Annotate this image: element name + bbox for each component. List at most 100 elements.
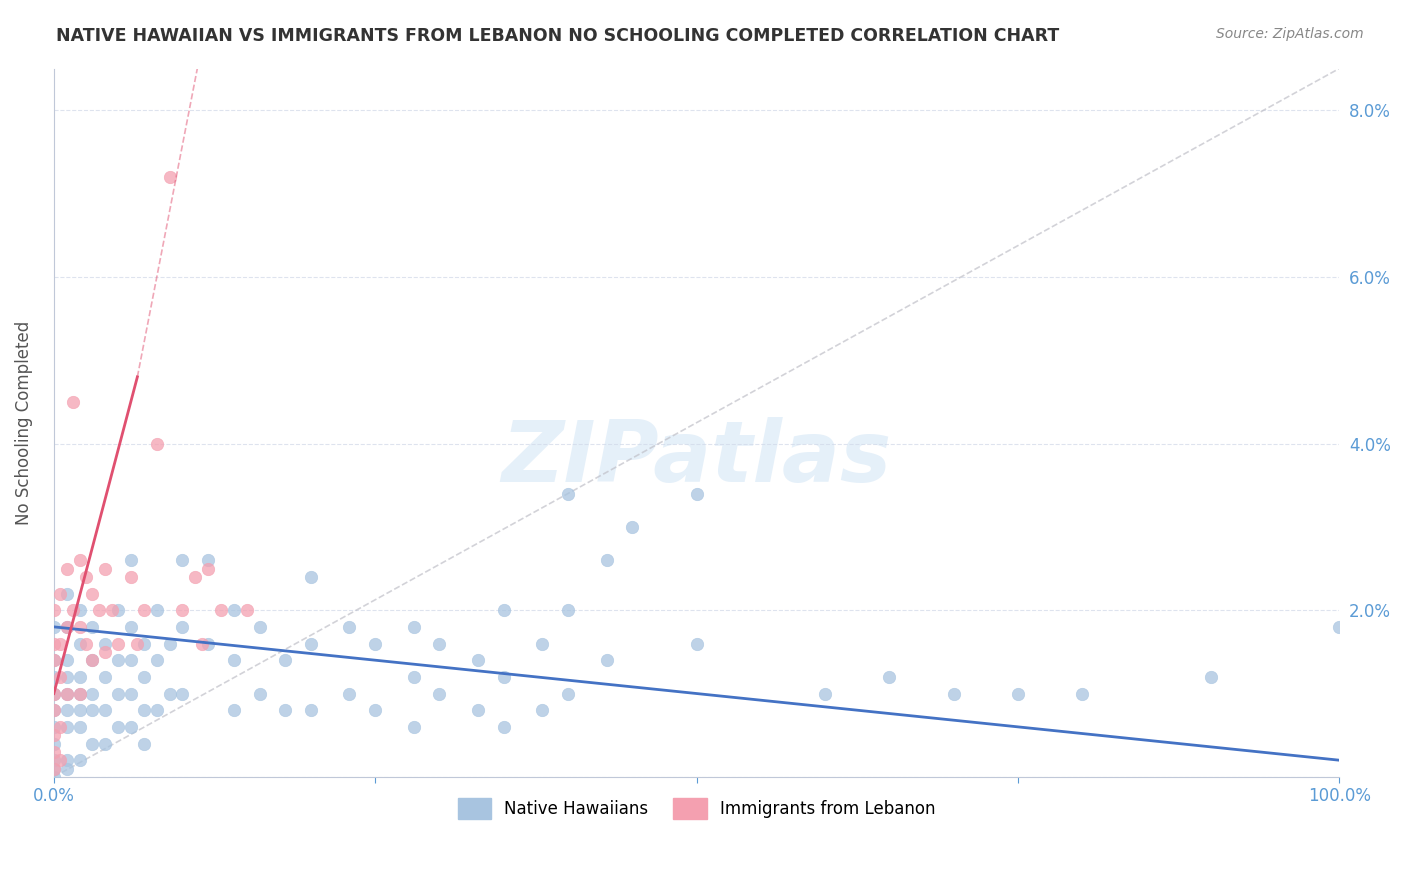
Point (42, 703, 65, 717)
Text: ZIPatlas: ZIPatlas (502, 417, 891, 500)
Point (557, 486, 579, 500)
Point (82, 586, 104, 600)
Point (402, 720, 425, 734)
Point (49, 636, 72, 650)
Point (197, 636, 219, 650)
Point (42, 653, 65, 667)
Point (69, 720, 91, 734)
Point (120, 570, 142, 584)
Point (55, 762, 77, 776)
Point (42, 603, 65, 617)
Point (82, 653, 104, 667)
Point (69, 620, 91, 634)
Point (69, 670, 91, 684)
Point (159, 636, 181, 650)
Point (132, 703, 155, 717)
Point (55, 720, 77, 734)
Point (42, 687, 65, 701)
Point (159, 169, 181, 184)
Legend: Native Hawaiians, Immigrants from Lebanon: Native Hawaiians, Immigrants from Lebano… (451, 791, 942, 825)
Point (55, 753, 77, 767)
Point (69, 636, 91, 650)
Point (49, 753, 72, 767)
Point (274, 653, 297, 667)
Text: NATIVE HAWAIIAN VS IMMIGRANTS FROM LEBANON NO SCHOOLING COMPLETED CORRELATION CH: NATIVE HAWAIIAN VS IMMIGRANTS FROM LEBAN… (56, 27, 1060, 45)
Point (42, 670, 65, 684)
Point (364, 636, 387, 650)
Text: Source: ZipAtlas.com: Source: ZipAtlas.com (1216, 27, 1364, 41)
Point (120, 620, 142, 634)
Point (429, 636, 451, 650)
Point (879, 670, 901, 684)
Point (190, 636, 212, 650)
Point (42, 636, 65, 650)
Point (274, 703, 297, 717)
Point (1007, 687, 1029, 701)
Point (1071, 687, 1094, 701)
Point (94, 645, 117, 659)
Point (402, 620, 425, 634)
Point (82, 703, 104, 717)
Point (107, 687, 129, 701)
Point (249, 687, 271, 701)
Point (55, 703, 77, 717)
Point (429, 687, 451, 701)
Point (82, 620, 104, 634)
Point (120, 720, 142, 734)
Point (145, 603, 167, 617)
Point (100, 603, 122, 617)
Point (49, 670, 72, 684)
Point (69, 687, 91, 701)
Point (55, 586, 77, 600)
Point (62, 395, 84, 409)
Point (299, 703, 322, 717)
Point (55, 687, 77, 701)
Point (197, 561, 219, 575)
Point (557, 603, 579, 617)
Point (1329, 620, 1351, 634)
Point (132, 737, 155, 751)
Point (42, 770, 65, 784)
Point (42, 653, 65, 667)
Point (69, 703, 91, 717)
Point (42, 720, 65, 734)
Point (42, 703, 65, 717)
Point (339, 687, 361, 701)
Point (94, 737, 117, 751)
Point (685, 486, 707, 500)
Point (172, 603, 194, 617)
Point (75, 570, 97, 584)
Point (621, 520, 644, 534)
Point (55, 653, 77, 667)
Point (132, 603, 155, 617)
Point (249, 620, 271, 634)
Point (62, 603, 84, 617)
Point (55, 620, 77, 634)
Point (82, 687, 104, 701)
Point (120, 687, 142, 701)
Point (492, 603, 515, 617)
Point (69, 753, 91, 767)
Point (184, 570, 207, 584)
Point (94, 561, 117, 575)
Point (172, 553, 194, 567)
Point (69, 553, 91, 567)
Point (467, 653, 489, 667)
Point (55, 687, 77, 701)
Point (94, 636, 117, 650)
Point (49, 720, 72, 734)
Point (107, 636, 129, 650)
Point (492, 720, 515, 734)
Point (75, 636, 97, 650)
Point (145, 653, 167, 667)
Point (120, 653, 142, 667)
Point (55, 670, 77, 684)
Point (55, 561, 77, 575)
Point (222, 603, 245, 617)
Point (132, 670, 155, 684)
Point (172, 687, 194, 701)
Point (107, 720, 129, 734)
Point (235, 603, 257, 617)
Point (492, 670, 515, 684)
Point (209, 603, 232, 617)
